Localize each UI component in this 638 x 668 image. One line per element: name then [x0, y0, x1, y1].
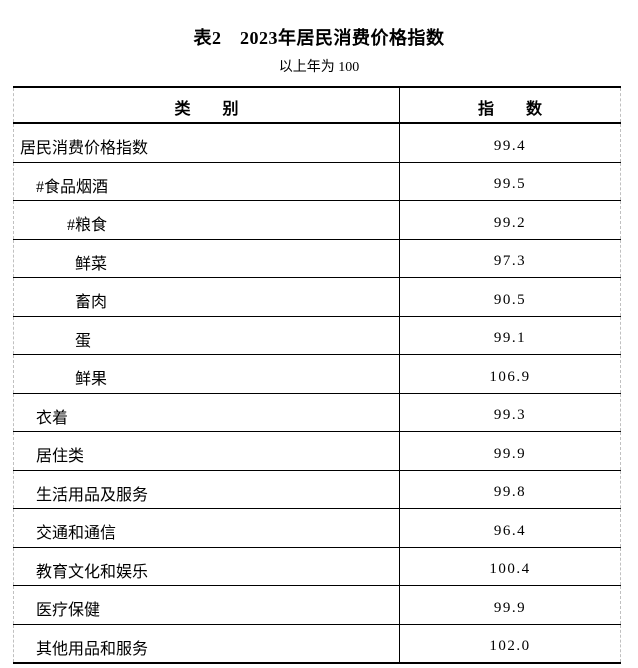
category-cell: 居民消费价格指数: [13, 123, 400, 163]
index-cell: 99.2: [399, 200, 621, 240]
table-subtitle: 以上年为 100: [278, 60, 360, 75]
cpi-table: 类 别 指 数 居民消费价格指数 99.4 #食品烟酒 99.5 #粮食 99.…: [13, 86, 621, 664]
index-cell: 90.5: [399, 277, 621, 317]
table-row: 居民消费价格指数 99.4: [13, 123, 621, 163]
table-row: 蛋 99.1: [13, 316, 621, 355]
category-cell: 居住类: [13, 431, 400, 471]
category-cell: 教育文化和娱乐: [13, 547, 400, 586]
index-cell: 99.4: [399, 123, 621, 163]
index-cell: 99.9: [399, 585, 621, 625]
table-row: 交通和通信 96.4: [13, 508, 621, 548]
index-cell: 100.4: [399, 547, 621, 586]
category-cell: #粮食: [13, 200, 400, 240]
index-cell: 106.9: [399, 354, 621, 394]
table-title: 表2 2023年居民消费价格指数: [193, 28, 445, 48]
category-cell: 衣着: [13, 393, 400, 432]
category-cell: 交通和通信: [13, 508, 400, 548]
index-cell: 99.1: [399, 316, 621, 355]
category-column-header: 类 别: [13, 87, 400, 124]
category-cell: 医疗保健: [13, 585, 400, 625]
index-column-header: 指 数: [399, 87, 621, 124]
index-cell: 97.3: [399, 239, 621, 278]
category-cell: 畜肉: [13, 277, 400, 317]
table-row: 畜肉 90.5: [13, 277, 621, 317]
category-cell: 鲜菜: [13, 239, 400, 278]
table-row: 医疗保健 99.9: [13, 585, 621, 625]
index-cell: 102.0: [489, 638, 531, 655]
category-cell: 生活用品及服务: [13, 470, 400, 509]
index-cell: 99.8: [399, 470, 621, 509]
table-row: 生活用品及服务 99.8: [13, 470, 621, 509]
header-row: 类 别 指 数: [13, 87, 621, 124]
table-row: 鲜菜 97.3: [13, 239, 621, 278]
category-cell: 其他用品和服务: [13, 624, 400, 663]
table-row: 教育文化和娱乐 100.4: [13, 547, 621, 586]
table-row: #粮食 99.2: [13, 200, 621, 240]
document-page: 表2 2023年居民消费价格指数 以上年为 100 类 别 指 数 居民消费价格…: [0, 26, 638, 668]
table-row: #食品烟酒 99.5: [13, 162, 621, 201]
table-row: 衣着 99.3: [13, 393, 621, 432]
index-cell: 99.9: [399, 431, 621, 471]
index-cell: 99.5: [399, 162, 621, 201]
category-cell: #食品烟酒: [13, 162, 400, 201]
table-row: 居住类 99.9: [13, 431, 621, 471]
index-cell: 96.4: [399, 508, 621, 548]
index-cell: 99.3: [399, 393, 621, 432]
category-cell: 鲜果: [13, 354, 400, 394]
table-row: 鲜果 106.9: [13, 354, 621, 394]
category-cell: 蛋: [13, 316, 400, 355]
table-row: 其他用品和服务 102.0: [13, 624, 621, 663]
